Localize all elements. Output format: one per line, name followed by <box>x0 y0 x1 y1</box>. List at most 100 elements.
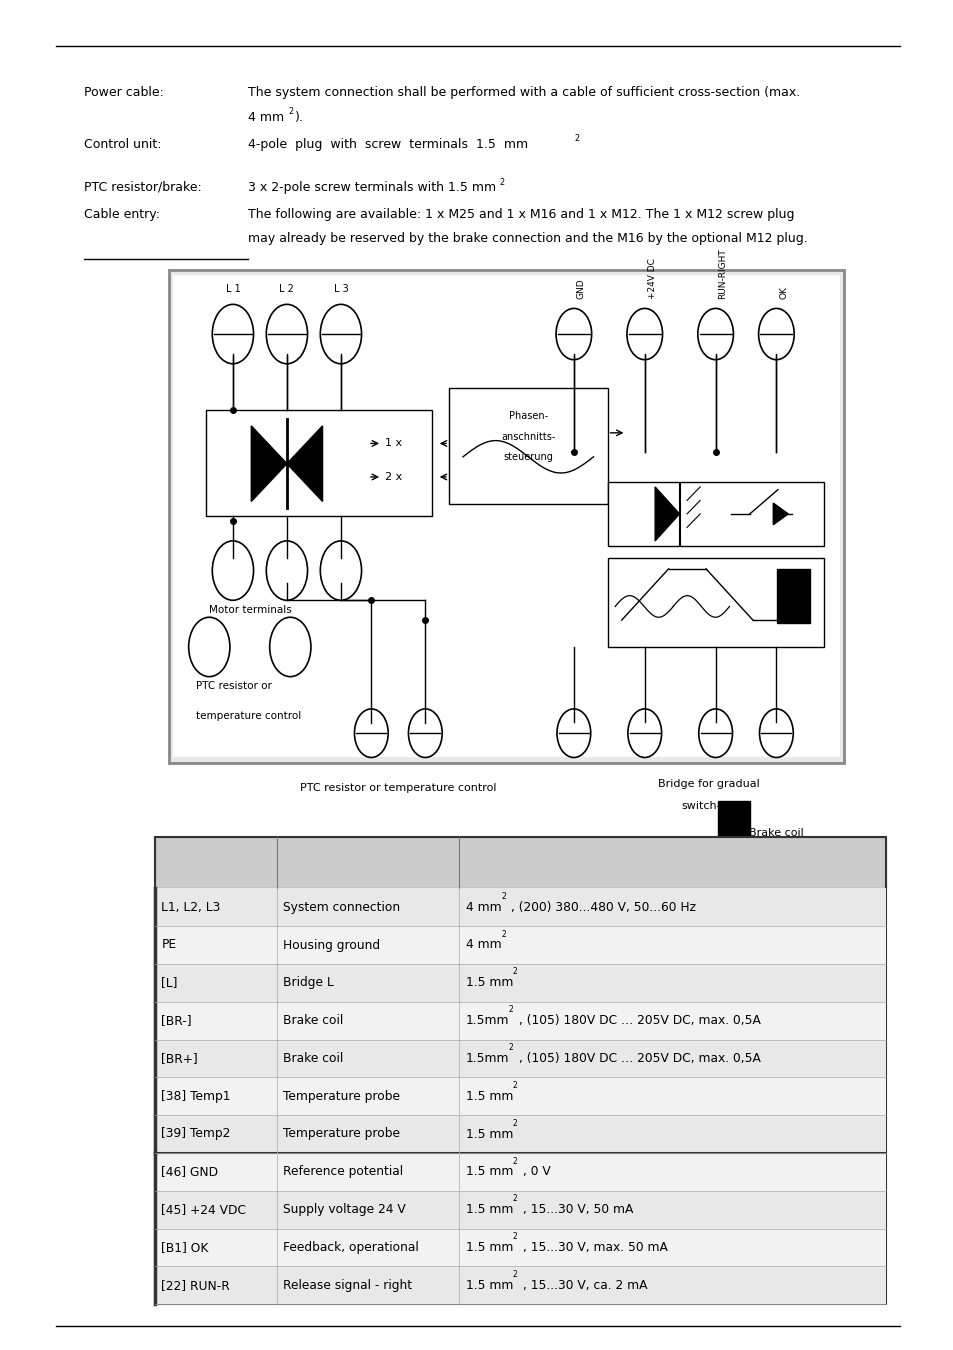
Text: RUN-RIGHT: RUN-RIGHT <box>718 248 727 298</box>
Text: anschnitts-: anschnitts- <box>500 432 555 441</box>
Text: ).: ). <box>295 111 304 124</box>
Text: Feedback, operational: Feedback, operational <box>283 1241 418 1254</box>
Text: System connection: System connection <box>283 900 400 914</box>
Text: 2: 2 <box>508 1044 513 1052</box>
Text: PTC resistor or temperature control: PTC resistor or temperature control <box>300 783 497 792</box>
Text: , 15...30 V, ca. 2 mA: , 15...30 V, ca. 2 mA <box>522 1278 647 1292</box>
Bar <box>717 801 749 852</box>
Text: 1.5 mm: 1.5 mm <box>465 976 513 990</box>
Text: The following are available: 1 x M25 and 1 x M16 and 1 x M12. The 1 x M12 screw : The following are available: 1 x M25 and… <box>248 208 794 221</box>
Text: GND: GND <box>576 278 585 298</box>
Polygon shape <box>655 487 679 541</box>
Text: L 2: L 2 <box>279 284 294 293</box>
Text: Brake coil: Brake coil <box>283 1052 343 1065</box>
Text: temperature control: temperature control <box>195 711 301 721</box>
Text: L1, L2, L3: L1, L2, L3 <box>161 900 220 914</box>
Text: 2: 2 <box>512 1119 517 1127</box>
Bar <box>154 837 885 888</box>
Text: 4-pole  plug  with  screw  terminals  1.5  mm: 4-pole plug with screw terminals 1.5 mm <box>248 138 528 151</box>
Text: Cable entry:: Cable entry: <box>84 208 160 221</box>
Bar <box>776 568 809 622</box>
Text: , (200) 380...480 V, 50...60 Hz: , (200) 380...480 V, 50...60 Hz <box>511 900 696 914</box>
Bar <box>154 1077 885 1115</box>
Text: switch-off: switch-off <box>680 801 736 810</box>
Text: 2: 2 <box>512 1195 517 1203</box>
Bar <box>154 888 885 926</box>
Bar <box>607 559 822 647</box>
Text: may already be reserved by the brake connection and the M16 by the optional M12 : may already be reserved by the brake con… <box>248 232 807 246</box>
Bar <box>154 1153 885 1191</box>
Text: 4 mm: 4 mm <box>465 900 501 914</box>
Text: [46] GND: [46] GND <box>161 1165 218 1179</box>
Text: 2: 2 <box>500 930 505 938</box>
Text: 2: 2 <box>500 892 505 900</box>
Text: [BR+]: [BR+] <box>161 1052 198 1065</box>
Bar <box>607 482 822 545</box>
Polygon shape <box>251 425 287 501</box>
Text: 2: 2 <box>512 1081 517 1089</box>
Text: 2: 2 <box>512 1233 517 1241</box>
Text: L 1: L 1 <box>225 284 240 293</box>
Text: Supply voltage 24 V: Supply voltage 24 V <box>283 1203 406 1216</box>
Text: Brake coil: Brake coil <box>283 1014 343 1027</box>
Text: Control unit:: Control unit: <box>84 138 162 151</box>
Text: steuerung: steuerung <box>503 452 553 462</box>
Text: [39] Temp2: [39] Temp2 <box>161 1127 231 1141</box>
Text: Power cable:: Power cable: <box>84 86 164 100</box>
Bar <box>172 275 840 757</box>
Text: 2: 2 <box>512 968 517 976</box>
Text: 2: 2 <box>499 178 504 188</box>
Text: The system connection shall be performed with a cable of sufficient cross-sectio: The system connection shall be performed… <box>248 86 800 100</box>
Text: Temperature probe: Temperature probe <box>283 1089 399 1103</box>
Text: , (105) 180V DC … 205V DC, max. 0,5A: , (105) 180V DC … 205V DC, max. 0,5A <box>518 1052 760 1065</box>
Text: L 3: L 3 <box>334 284 348 293</box>
Text: 1 x: 1 x <box>384 439 401 448</box>
Text: 1.5 mm: 1.5 mm <box>465 1203 513 1216</box>
Text: 1.5 mm: 1.5 mm <box>465 1241 513 1254</box>
Polygon shape <box>773 504 787 525</box>
Bar <box>154 926 885 964</box>
Bar <box>169 270 843 763</box>
Text: Motor terminals: Motor terminals <box>209 605 292 616</box>
Bar <box>154 1228 885 1266</box>
Bar <box>154 964 885 1002</box>
Text: 1.5 mm: 1.5 mm <box>465 1127 513 1141</box>
Bar <box>154 1115 885 1153</box>
Text: 4 mm: 4 mm <box>465 938 501 952</box>
Text: 2: 2 <box>512 1270 517 1278</box>
Text: 4 mm: 4 mm <box>248 111 284 124</box>
Text: Reference potential: Reference potential <box>283 1165 403 1179</box>
Bar <box>154 1191 885 1228</box>
Text: 1.5mm: 1.5mm <box>465 1014 509 1027</box>
Text: [B1] OK: [B1] OK <box>161 1241 209 1254</box>
Bar <box>154 1266 885 1304</box>
Text: Bridge L: Bridge L <box>283 976 334 990</box>
Polygon shape <box>287 425 322 501</box>
Text: 3 x 2-pole screw terminals with 1.5 mm: 3 x 2-pole screw terminals with 1.5 mm <box>248 181 497 194</box>
Text: OK: OK <box>779 286 787 298</box>
Text: PTC resistor/brake:: PTC resistor/brake: <box>84 181 202 194</box>
Bar <box>154 1040 885 1077</box>
Text: , 15...30 V, max. 50 mA: , 15...30 V, max. 50 mA <box>522 1241 667 1254</box>
Text: , (105) 180V DC … 205V DC, max. 0,5A: , (105) 180V DC … 205V DC, max. 0,5A <box>518 1014 760 1027</box>
Text: Phasen-: Phasen- <box>508 412 547 421</box>
Text: Release signal - right: Release signal - right <box>283 1278 412 1292</box>
Text: , 15...30 V, 50 mA: , 15...30 V, 50 mA <box>522 1203 633 1216</box>
Text: PTC resistor or: PTC resistor or <box>195 682 272 691</box>
Bar <box>206 410 432 516</box>
Text: 2: 2 <box>508 1006 513 1014</box>
Text: 2: 2 <box>512 1157 517 1165</box>
Text: PE: PE <box>161 938 176 952</box>
Text: 1.5 mm: 1.5 mm <box>465 1278 513 1292</box>
Text: [45] +24 VDC: [45] +24 VDC <box>161 1203 246 1216</box>
Text: 2: 2 <box>288 108 294 116</box>
Text: 2: 2 <box>574 135 578 143</box>
Text: Brake coil: Brake coil <box>748 828 803 837</box>
Text: Temperature probe: Temperature probe <box>283 1127 399 1141</box>
Bar <box>154 837 885 1304</box>
Text: [L]: [L] <box>161 976 177 990</box>
Text: 1.5 mm: 1.5 mm <box>465 1165 513 1179</box>
Text: 2 x: 2 x <box>384 472 401 482</box>
Bar <box>154 1002 885 1040</box>
Text: [BR-]: [BR-] <box>161 1014 192 1027</box>
